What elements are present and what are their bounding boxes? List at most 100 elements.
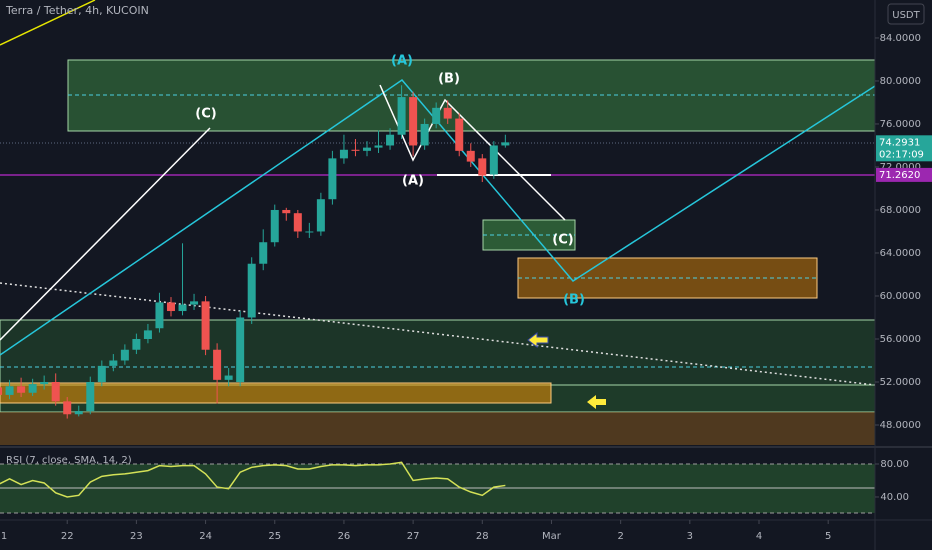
candle-body [282,209,291,214]
candle-body [40,381,49,385]
x-tick-label: 25 [268,531,281,542]
x-tick-label: 24 [199,531,212,542]
x-tick-label: 26 [338,531,351,542]
candle-body [397,97,406,135]
candle-body [409,97,418,146]
candle-body [374,145,383,148]
candle-body [270,209,279,243]
orange-zone [0,382,552,404]
candle-body [420,123,429,146]
chart-title: Terra / Tether, 4h, KUCOIN [5,4,149,17]
candle-body [293,213,302,232]
rsi-tick-label: 80.00 [880,459,909,470]
x-tick-label: 27 [407,531,420,542]
rsi-label: RSI (7, close, SMA, 14, 2) [6,455,132,466]
trend-line [0,0,96,46]
candle-body [259,242,268,264]
candles [0,85,510,419]
candle-body [478,158,487,176]
x-tick-label: 28 [476,531,489,542]
y-tick-label: 64.0000 [880,248,921,259]
candle-body [489,145,498,175]
x-tick-label: 2 [617,531,623,542]
candle-body [86,381,95,412]
x-tick-label: 5 [825,531,831,542]
wave-label: (C) [195,107,216,122]
x-tick-label: 23 [130,531,143,542]
candle-body [143,330,152,339]
candle-body [109,360,118,366]
dotted-trend-line [0,282,876,386]
candle-body [316,199,325,232]
x-tick-label: 1 [1,531,7,542]
candle-body [132,338,141,350]
x-tick-label: 3 [687,531,693,542]
arrow-icon [587,395,606,409]
candle-body [362,147,371,151]
candle-body [166,302,175,312]
wave-path-cyan [0,78,876,356]
candle-body [178,304,187,312]
candle-body [201,301,210,350]
candle-body [0,387,3,395]
price-tag-label: 74.2931 [879,137,920,148]
candle-body [339,149,348,159]
y-tick-label: 48.0000 [880,420,921,431]
unit-label: USDT [892,10,920,21]
x-tick-label: 22 [61,531,74,542]
candle-body [17,386,26,393]
y-tick-label: 52.0000 [880,377,921,388]
price-tag-countdown: 02:17:09 [879,149,924,160]
wave-labels: (A) (B) (C) (A) (C) (B) [195,54,585,308]
y-tick-label: 56.0000 [880,334,921,345]
candle-body [236,317,245,382]
candle-body [63,401,72,415]
y-tick-label: 84.0000 [880,33,921,44]
candle-body [443,107,452,119]
wave-label: (A) [391,54,413,69]
wave-label: (B) [563,293,585,308]
candle-body [351,149,360,151]
rsi-tick-label: 40.00 [880,492,909,503]
candle-body [155,302,164,329]
arrow-icon [527,331,549,349]
wave-label: (A) [402,174,424,189]
y-tick-label: 72.0000 [880,162,921,173]
candle-body [328,158,337,200]
candle-body [501,142,510,146]
wave-path-white [379,84,566,221]
candle-body [305,231,314,233]
candle-body [213,349,222,380]
wave-line [0,127,211,341]
drawings [0,0,876,445]
candle-body [28,384,37,393]
candle-body [74,411,83,415]
candle-body [432,107,441,124]
unit-box [887,3,925,25]
candle-body [190,301,199,305]
wave-label: (B) [438,72,460,87]
candle-body [51,381,60,402]
wave-label: (C) [552,233,573,248]
rsi-line [0,461,506,498]
y-tick-label: 80.0000 [880,76,921,87]
x-tick-label: 4 [756,531,762,542]
candle-body [466,150,475,162]
candle-body [97,365,106,382]
brown-zone [0,412,875,445]
y-tick-label: 76.0000 [880,119,921,130]
candle-body [224,375,233,380]
candle-body [5,386,14,395]
y-tick-label: 60.0000 [880,291,921,302]
x-tick-label: Mar [542,531,562,542]
candle-body [247,263,256,318]
price-tag-label: 71.2620 [879,170,920,181]
candle-body [386,134,395,146]
price-tag [876,167,932,182]
y-tick-label: 68.0000 [880,205,921,216]
demand-zone [0,319,876,386]
candle-body [455,118,464,151]
candle-body [120,349,129,361]
price-tag [876,135,932,162]
